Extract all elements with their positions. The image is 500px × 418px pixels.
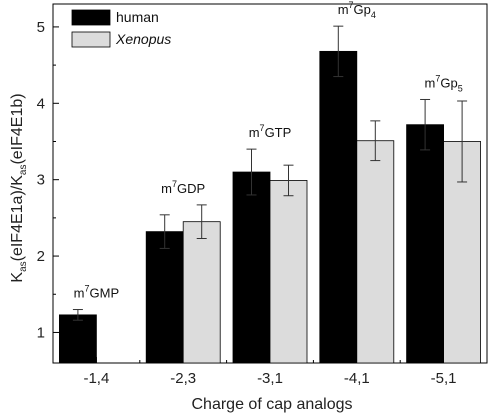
x-tick-label: -1,4 (83, 370, 109, 387)
x-axis: -1,4 -2,3 -3,1 -4,1 -5,1 (83, 357, 457, 387)
legend: human Xenopus (71, 9, 171, 48)
bar-annotation: m7GDP (161, 179, 205, 196)
error-bars (72, 25, 468, 321)
y-tick-label: 1 (37, 324, 45, 341)
bar-human (319, 50, 358, 364)
bar-human (59, 314, 97, 364)
bar-annotations: m7GMP m7GDP m7GTP m7Gp4 m7Gp5 (74, 0, 463, 300)
y-tick-label: 5 (37, 19, 45, 36)
legend-swatch (71, 31, 111, 48)
bar-xenopus (182, 221, 221, 364)
bar-annotation: m7GMP (74, 284, 119, 301)
legend-label: human (116, 9, 159, 25)
bar-human (406, 124, 445, 364)
y-tick-label: 2 (37, 248, 45, 265)
bar-human (232, 171, 271, 364)
legend-swatch (71, 9, 111, 26)
x-tick-label: -5,1 (431, 370, 457, 387)
legend-label: Xenopus (115, 31, 171, 47)
bars (59, 50, 482, 364)
bar-annotation: m7Gp4 (338, 0, 376, 20)
y-tick-label: 4 (37, 95, 45, 112)
bar-human (145, 231, 184, 364)
x-tick-label: -4,1 (344, 370, 370, 387)
x-axis-title: Charge of cap analogs (192, 396, 353, 413)
bar-xenopus (269, 180, 308, 364)
x-tick-label: -2,3 (170, 370, 196, 387)
bar-xenopus (356, 140, 395, 364)
y-axis-title: Kas(eIF4E1a)/Kas(eIF4E1b) (9, 93, 29, 282)
x-tick-label: -3,1 (257, 370, 283, 387)
y-tick-label: 3 (37, 172, 45, 189)
y-axis: 1 2 3 4 5 (37, 19, 59, 341)
bar-annotation: m7Gp5 (424, 73, 462, 93)
bar-annotation: m7GTP (249, 123, 292, 140)
